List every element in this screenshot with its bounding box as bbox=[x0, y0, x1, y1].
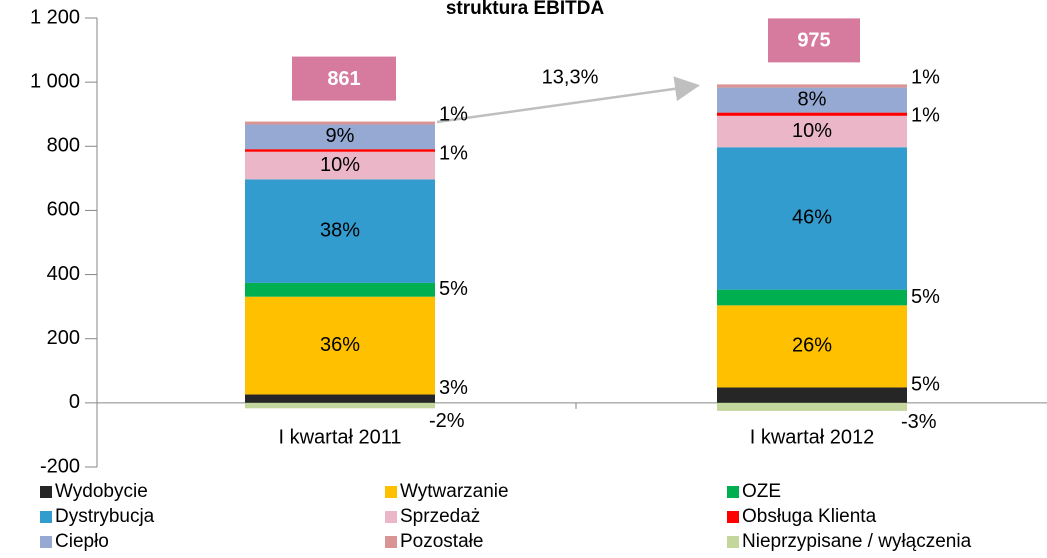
legend-label: Wydobycie bbox=[55, 481, 148, 502]
bar-segment bbox=[245, 394, 435, 403]
legend-label: Ciepło bbox=[55, 531, 109, 552]
segment-label: 10% bbox=[320, 154, 360, 176]
legend-label: Nieprzypisane / wyłączenia bbox=[742, 531, 972, 552]
y-tick-label: 200 bbox=[47, 327, 80, 349]
legend-swatch bbox=[40, 536, 52, 548]
growth-arrow bbox=[436, 76, 700, 124]
total-label: 975 bbox=[797, 30, 830, 52]
bar-segment bbox=[717, 84, 907, 88]
bar-segment bbox=[717, 147, 907, 290]
total-box bbox=[292, 56, 396, 101]
total-box bbox=[768, 18, 860, 63]
bar-segment bbox=[245, 179, 435, 283]
bar-segment bbox=[245, 151, 435, 180]
bar-segment bbox=[717, 402, 907, 411]
bar-segment bbox=[717, 289, 907, 306]
total-label: 861 bbox=[327, 68, 360, 90]
segment-label: 1% bbox=[911, 104, 940, 126]
segment-label: -3% bbox=[901, 411, 937, 433]
legend-label: Dystrybucja bbox=[55, 506, 155, 527]
segment-label: 9% bbox=[326, 125, 355, 147]
legend-label: Wytwarzanie bbox=[400, 481, 509, 502]
legend-label: Obsługa Klienta bbox=[742, 506, 877, 527]
y-tick-label: 600 bbox=[47, 199, 80, 221]
y-tick-label: 0 bbox=[69, 391, 80, 413]
segment-label: 46% bbox=[792, 207, 832, 229]
legend-swatch bbox=[385, 536, 397, 548]
bar-segment bbox=[245, 149, 435, 152]
segment-label: 1% bbox=[439, 143, 468, 165]
segment-label: 1% bbox=[911, 66, 940, 88]
segment-label: 5% bbox=[439, 278, 468, 300]
y-tick-label: 800 bbox=[47, 135, 80, 157]
chart-title: struktura EBITDA bbox=[446, 0, 605, 19]
legend-label: Sprzedaż bbox=[400, 506, 480, 527]
legend-swatch bbox=[727, 486, 739, 498]
y-tick-label: 1 000 bbox=[30, 70, 80, 92]
legend-label: Pozostałe bbox=[400, 531, 483, 552]
y-tick-label: -200 bbox=[40, 455, 80, 477]
segment-label: 1% bbox=[439, 103, 468, 125]
segment-label: 5% bbox=[911, 286, 940, 308]
bar-segment bbox=[717, 305, 907, 388]
x-tick-label: I kwartał 2011 bbox=[278, 426, 401, 448]
segment-label: 26% bbox=[792, 335, 832, 357]
bar-segment bbox=[245, 402, 435, 409]
bar-segment bbox=[245, 296, 435, 395]
bar-segment bbox=[717, 387, 907, 403]
legend: Wydobycie Wytwarzanie OZE Dystrybucja Sprzed… bbox=[40, 481, 972, 552]
segment-label: 8% bbox=[798, 88, 827, 110]
y-tick-label: 1 200 bbox=[30, 6, 80, 28]
y-tick-label: 400 bbox=[47, 263, 80, 285]
segment-label: 38% bbox=[320, 219, 360, 241]
legend-swatch bbox=[727, 536, 739, 548]
legend-label: OZE bbox=[742, 481, 781, 502]
legend-swatch bbox=[40, 486, 52, 498]
bar-segment bbox=[245, 124, 435, 150]
bar-segment bbox=[717, 87, 907, 113]
bar-segment bbox=[245, 282, 435, 297]
segment-label: 3% bbox=[439, 377, 468, 399]
growth-label: 13,3% bbox=[542, 66, 599, 88]
bar-segment bbox=[717, 112, 907, 116]
x-tick-label: I kwartał 2012 bbox=[750, 426, 875, 448]
segment-label: 5% bbox=[911, 373, 940, 395]
bar-segment bbox=[717, 115, 907, 148]
legend-swatch bbox=[727, 511, 739, 523]
segment-label: 36% bbox=[320, 334, 360, 356]
segment-label: 10% bbox=[792, 120, 832, 142]
legend-swatch bbox=[385, 486, 397, 498]
legend-swatch bbox=[40, 511, 52, 523]
segment-label: -2% bbox=[429, 410, 465, 432]
bar-segment bbox=[245, 121, 435, 125]
legend-swatch bbox=[385, 511, 397, 523]
